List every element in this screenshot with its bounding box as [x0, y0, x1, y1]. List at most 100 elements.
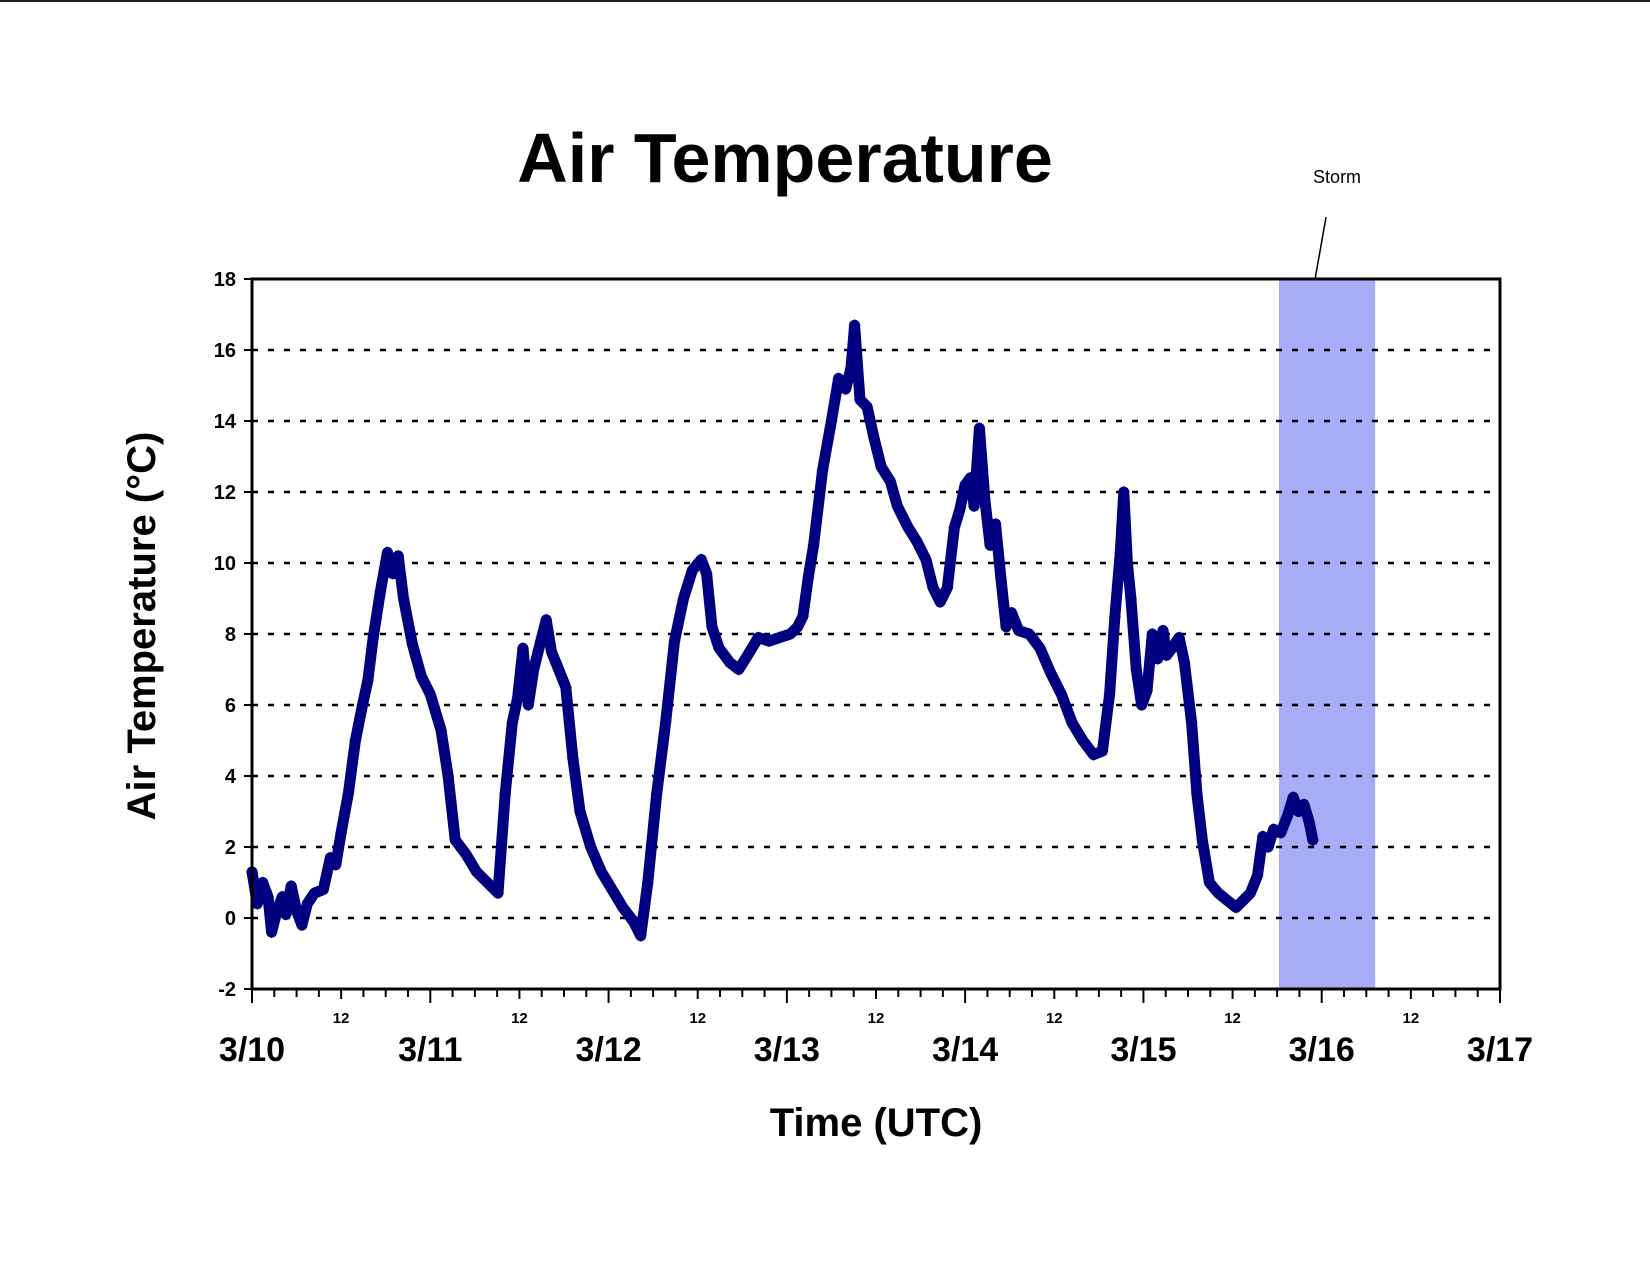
storm-annotation-leader — [1314, 216, 1327, 280]
data-point-116 — [1103, 688, 1116, 701]
data-point-29 — [424, 688, 437, 701]
data-point-30 — [434, 723, 447, 736]
data-point-117 — [1108, 610, 1121, 623]
data-point-104 — [994, 571, 1007, 584]
data-point-2 — [256, 876, 269, 889]
data-point-62 — [695, 553, 708, 566]
data-point-150 — [1303, 816, 1316, 829]
data-point-95 — [948, 521, 961, 534]
y-tick-label-5: 8 — [225, 624, 236, 646]
x-date-label-5: 3/15 — [1110, 1031, 1176, 1069]
data-point-111 — [1055, 688, 1068, 701]
data-point-59 — [668, 635, 681, 648]
data-point-78 — [825, 415, 838, 427]
y-tick-label-7: 12 — [214, 482, 236, 504]
data-point-91 — [919, 553, 932, 566]
data-point-133 — [1190, 787, 1203, 800]
data-point-73 — [791, 620, 804, 633]
data-point-32 — [449, 833, 462, 846]
data-point-5 — [270, 904, 283, 917]
data-point-105 — [1000, 620, 1013, 633]
data-point-125 — [1146, 628, 1159, 640]
data-point-93 — [934, 596, 947, 609]
data-point-38 — [506, 716, 519, 729]
data-point-74 — [796, 610, 809, 623]
data-point-6 — [276, 890, 289, 903]
x-date-label-0: 3/10 — [219, 1031, 285, 1069]
x-midday-label-5: 12 — [1224, 1010, 1241, 1027]
data-point-11 — [301, 897, 314, 910]
data-point-34 — [470, 865, 483, 878]
data-point-112 — [1066, 716, 1079, 729]
y-tick-label-1: 0 — [225, 908, 236, 930]
x-date-label-4: 3/14 — [932, 1031, 998, 1069]
data-point-47 — [559, 681, 572, 694]
data-point-130 — [1173, 631, 1186, 644]
y-tick-label-6: 10 — [214, 553, 236, 575]
data-point-146 — [1281, 809, 1294, 822]
data-point-21 — [367, 631, 380, 644]
x-date-label-3: 3/13 — [754, 1031, 820, 1069]
data-point-58 — [659, 716, 672, 729]
y-tick-label-10: 18 — [214, 269, 236, 291]
y-tick-label-2: 2 — [225, 837, 236, 859]
data-point-129 — [1165, 642, 1178, 655]
data-point-72 — [784, 628, 797, 640]
y-tick-label-8: 14 — [214, 411, 237, 433]
data-point-67 — [732, 663, 745, 676]
data-point-13 — [317, 883, 330, 896]
data-point-103 — [989, 517, 1002, 530]
data-point-113 — [1076, 734, 1089, 747]
x-midday-label-6: 12 — [1403, 1010, 1420, 1027]
data-point-66 — [723, 656, 736, 669]
x-date-label-7: 3/17 — [1467, 1031, 1533, 1069]
data-point-86 — [875, 461, 888, 474]
y-tick-label-9: 16 — [214, 340, 236, 362]
data-point-41 — [522, 699, 535, 711]
data-point-123 — [1135, 699, 1148, 711]
x-midday-label-4: 12 — [1046, 1010, 1063, 1027]
data-point-36 — [492, 887, 505, 900]
x-date-label-6: 3/16 — [1289, 1031, 1355, 1069]
data-point-19 — [356, 699, 369, 711]
data-point-14 — [324, 851, 337, 864]
data-point-88 — [891, 500, 904, 513]
data-point-26 — [397, 592, 410, 605]
y-tick-label-3: 4 — [225, 766, 237, 788]
data-point-75 — [802, 571, 815, 584]
data-point-84 — [861, 400, 874, 413]
data-point-15 — [329, 858, 342, 871]
data-point-1 — [251, 897, 264, 910]
data-point-119 — [1117, 486, 1130, 498]
data-point-23 — [381, 546, 394, 559]
data-point-121 — [1124, 592, 1137, 605]
data-point-16 — [335, 826, 348, 839]
data-point-45 — [545, 645, 558, 658]
data-point-115 — [1096, 745, 1109, 758]
data-point-60 — [677, 592, 690, 605]
data-point-63 — [700, 567, 713, 580]
data-point-107 — [1012, 624, 1025, 637]
data-point-124 — [1140, 684, 1153, 697]
data-point-51 — [595, 865, 608, 878]
y-axis-title: Air Temperature (°C) — [120, 432, 164, 821]
data-point-31 — [442, 770, 455, 782]
data-point-12 — [308, 887, 321, 900]
data-point-18 — [349, 734, 362, 747]
data-point-37 — [499, 787, 512, 800]
data-point-69 — [752, 631, 765, 644]
data-point-96 — [953, 503, 966, 516]
data-point-48 — [566, 752, 579, 765]
data-point-71 — [773, 631, 786, 644]
data-point-135 — [1203, 876, 1216, 889]
data-point-94 — [941, 581, 954, 594]
data-point-89 — [902, 521, 915, 534]
x-date-label-1: 3/11 — [398, 1031, 462, 1069]
data-point-148 — [1292, 805, 1305, 818]
top-border — [0, 0, 1650, 2]
data-point-80 — [839, 383, 852, 396]
data-point-98 — [964, 471, 977, 484]
data-point-57 — [650, 787, 663, 800]
data-point-138 — [1230, 901, 1243, 914]
